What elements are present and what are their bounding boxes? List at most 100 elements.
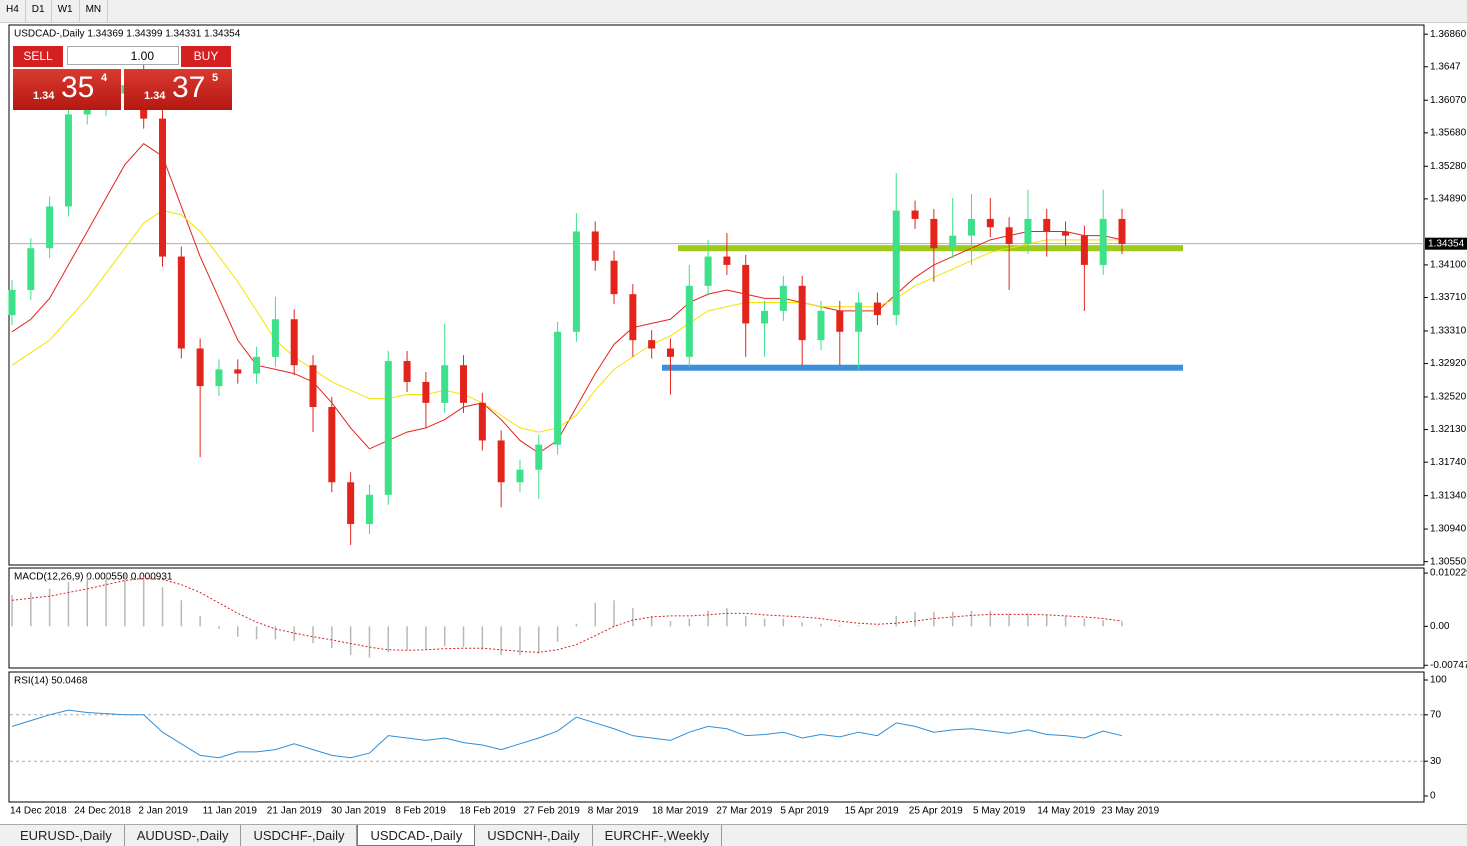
bid-price[interactable]: 1.34 35 4 [13,69,121,110]
candle-body [478,402,486,441]
x-tick-label: 25 Apr 2019 [909,806,963,817]
candle-body [817,310,825,341]
chart-tab[interactable]: USDCAD-,Daily [357,825,476,846]
chart-tabs: EURUSD-,Daily AUDUSD-,Daily USDCHF-,Daily U… [0,824,1467,846]
sell-button[interactable]: SELL [13,46,63,67]
candle-body [347,482,355,525]
candle-body [610,260,618,295]
y-tick-label: 1.3647 [1430,61,1461,72]
trade-panel: SELL 1.00 BUY 1.34 35 4 1.34 37 5 [13,46,233,110]
x-tick-label: 11 Jan 2019 [203,806,258,817]
candle-body [836,310,844,332]
ask-price[interactable]: 1.34 37 5 [124,69,232,110]
lot-input[interactable]: 1.00 [67,46,179,65]
x-tick-label: 27 Feb 2019 [524,806,581,817]
rsi-panel [8,671,1425,803]
timeframe-button[interactable]: H4 [0,0,26,22]
y-tick-label: 1.34100 [1430,260,1467,271]
y-tick-label: 1.33310 [1430,326,1467,337]
y-tick-label: 1.32520 [1430,392,1467,403]
chart-tab[interactable]: AUDUSD-,Daily [125,825,242,846]
x-tick-label: 8 Mar 2019 [588,806,639,817]
candle-body [328,407,336,483]
candle-body [911,210,919,219]
x-tick-label: 27 Mar 2019 [716,806,773,817]
candle-body [1118,218,1126,245]
y-tick-label: 30 [1430,756,1442,767]
candle-body [1043,218,1051,232]
y-tick-label: 70 [1430,709,1442,720]
y-tick-label: 1.36070 [1430,95,1467,106]
candle-body [290,319,298,366]
chart-tab[interactable]: USDCNH-,Daily [475,825,593,846]
candle-body [986,218,994,228]
price-small: 5 [212,72,219,84]
chart-tab[interactable]: USDCHF-,Daily [241,825,358,846]
candle-body [497,440,505,483]
y-tick-label: 1.34890 [1430,194,1467,205]
chart-tab[interactable]: EURUSD-,Daily [8,825,125,846]
candle-body [1099,218,1107,265]
candle-body [46,206,54,249]
timeframe-toolbar: H4 D1 W1 MN [0,0,1467,23]
y-tick-label: 1.33710 [1430,292,1467,303]
y-tick-label: 100 [1430,675,1447,686]
candle-body [196,348,204,387]
x-tick-label: 18 Mar 2019 [652,806,709,817]
candle-body [8,289,16,316]
candle-body [441,365,449,403]
y-tick-label: 0 [1430,791,1436,802]
y-tick-label: 1.32920 [1430,358,1467,369]
candle-body [761,310,769,324]
x-tick-label: 24 Dec 2018 [74,806,131,817]
x-tick-label: 15 Apr 2019 [845,806,899,817]
candle-body [798,285,806,341]
candle-body [554,331,562,445]
price-prefix: 1.34 [33,90,55,102]
chart-tab[interactable]: EURCHF-,Weekly [593,825,723,846]
x-tick-label: 5 Apr 2019 [780,806,829,817]
y-tick-label: 1.30940 [1430,524,1467,535]
y-tick-label: 1.30550 [1430,556,1467,567]
candle-body [572,231,580,332]
candle-body [234,369,242,374]
candle-body [949,235,957,249]
x-tick-label: 18 Feb 2019 [459,806,516,817]
macd-panel [8,567,1425,669]
x-tick-label: 23 May 2019 [1101,806,1159,817]
y-tick-label: 0.00 [1430,621,1450,632]
timeframe-button[interactable]: W1 [52,0,80,22]
candle-body [873,302,881,316]
candle-body [83,106,91,115]
candle-body [365,494,373,525]
candle-body [591,231,599,261]
x-tick-label: 14 Dec 2018 [10,806,67,817]
timeframe-button[interactable]: MN [80,0,109,22]
candle-body [422,381,430,403]
price-marker [1425,237,1467,250]
x-tick-label: 2 Jan 2019 [138,806,188,817]
rsi-line [11,709,1123,759]
candle-body [648,340,656,349]
candle-body [384,361,392,495]
price-big: 37 [172,71,206,104]
x-tick-label: 5 May 2019 [973,806,1026,817]
candle-body [1005,227,1013,245]
timeframe-button[interactable]: D1 [26,0,52,22]
candle-body [930,218,938,249]
candle-body [892,210,900,316]
candle-body [742,264,750,324]
moving-average [11,143,1123,454]
y-tick-label: 0.010229 [1430,568,1467,579]
level-line [678,245,1183,252]
candle-body [685,285,693,357]
candle-body [271,319,279,357]
candle-body [403,361,411,382]
x-tick-label: 8 Feb 2019 [395,806,446,817]
candle-body [666,348,674,357]
y-tick-label: 1.31740 [1430,457,1467,468]
price-big: 35 [61,71,95,104]
candle-body [177,256,185,349]
buy-button[interactable]: BUY [181,46,231,67]
